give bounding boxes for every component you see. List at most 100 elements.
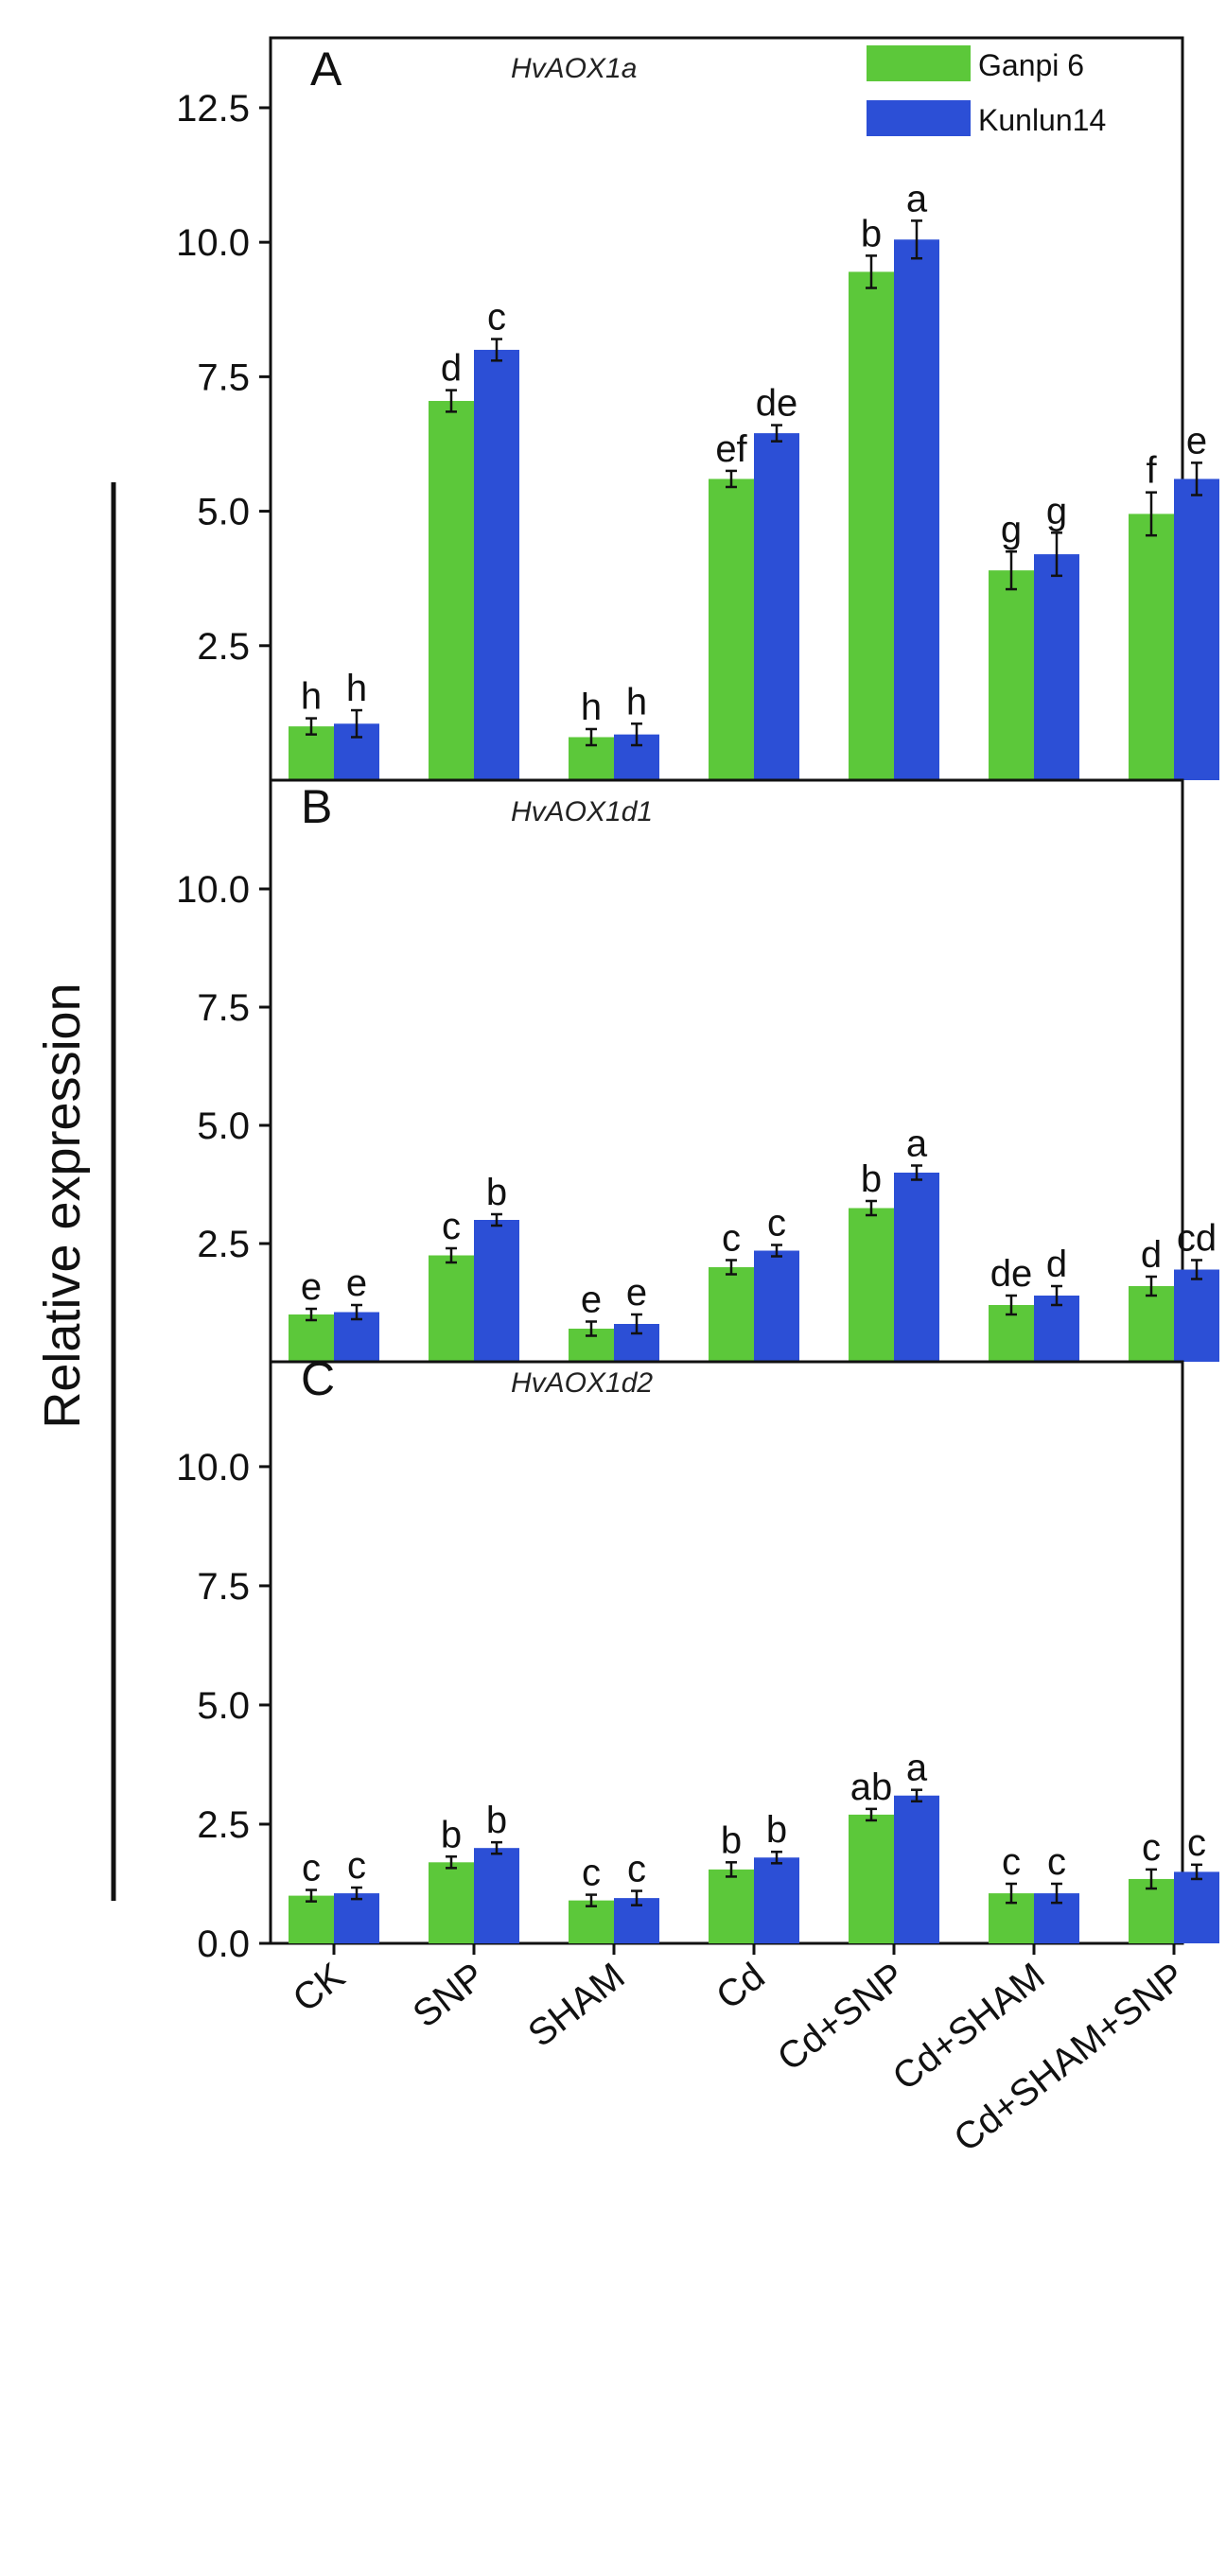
significance-letter: c [442,1206,461,1247]
significance-letter: b [721,1819,742,1861]
legend-label-ganpi: Ganpi 6 [978,48,1084,82]
significance-letter: c [347,1845,366,1887]
x-axis-category-labels: CK SNP SHAM Cd Cd+SNP Cd+SHAM Cd+SHAM+SN… [286,1955,1193,2160]
significance-letter: b [766,1809,787,1851]
significance-letter: c [1142,1827,1161,1869]
significance-letter: g [1046,490,1067,531]
significance-letter: f [1146,450,1157,492]
legend-label-kunlun: Kunlun14 [978,103,1106,137]
legend-swatch-kunlun [867,100,971,136]
significance-letter: cd [1177,1218,1217,1260]
significance-letter: a [906,1123,928,1165]
bar [1034,1296,1079,1362]
significance-letter: g [1001,509,1022,550]
bar [1174,1871,1219,1943]
gene-title: HvAOX1d1 [511,796,653,827]
y-tick-label: 5.0 [197,1685,250,1727]
panel-a: A HvAOX1a 2.5 5.0 7.5 10.0 12.5 h d h ef b g f h c h de a g… [176,36,1219,782]
significance-letter: e [1186,420,1207,461]
bar [474,349,519,780]
category-label: Cd+SHAM+SNP [946,1955,1192,2160]
bar [849,1208,894,1362]
bar [1174,1269,1219,1362]
bar [989,570,1034,780]
panel-letter: C [301,1352,335,1405]
category-label: SNP [406,1955,493,2035]
bar [709,1267,754,1362]
bar [474,1220,519,1362]
bar [754,433,799,780]
significance-letter: de [756,383,798,425]
significance-letter: h [581,687,602,728]
significance-letter: h [346,668,367,709]
significance-letter: ef [715,428,747,470]
legend: Ganpi 6 Kunlun14 [867,45,1106,137]
significance-letter: c [767,1203,786,1244]
significance-letter: c [1047,1841,1066,1883]
significance-letter: b [441,1814,462,1855]
y-axis-title: Relative expression [34,983,91,1428]
bar [289,1314,334,1362]
significance-letter: e [301,1266,322,1308]
bar [429,400,474,780]
bar [1129,513,1174,780]
bar [709,1869,754,1943]
y-tick-label: 2.5 [197,626,250,668]
significance-letter: b [861,213,882,254]
y-tick-label: 10.0 [176,222,250,264]
gene-title: HvAOX1a [511,53,637,84]
significance-letter: c [722,1218,741,1260]
bar [894,239,939,781]
bar [849,271,894,780]
significance-letter: e [626,1272,647,1314]
bar [709,479,754,780]
significance-letter: b [486,1800,507,1841]
significance-letter: de [990,1253,1033,1295]
y-tick-label: 12.5 [176,88,250,130]
bar [849,1814,894,1943]
y-tick-label: 2.5 [197,1224,250,1265]
bar [754,1250,799,1362]
y-tick-label: 5.0 [197,1105,250,1147]
legend-swatch-ganpi [867,45,971,81]
y-tick-label: 7.5 [197,357,250,398]
y-tick-label: 10.0 [176,1447,250,1488]
y-tick-label: 2.5 [197,1804,250,1846]
bar [754,1857,799,1943]
panel-letter: A [310,43,342,96]
significance-letter: d [1141,1234,1162,1276]
category-label: SHAM [520,1955,632,2055]
significance-letter: d [441,348,462,390]
significance-letter: a [906,1748,928,1789]
bar [429,1862,474,1943]
significance-letter: e [346,1262,367,1304]
bar [1034,554,1079,780]
significance-letter: c [1002,1841,1021,1883]
bar [1129,1878,1174,1943]
significance-letter: a [906,178,928,219]
significance-letter: h [626,681,647,722]
bar [569,1900,614,1943]
y-tick-label: 7.5 [197,1566,250,1608]
significance-letter: c [627,1849,646,1890]
significance-letter: ab [850,1767,893,1808]
significance-letter: c [302,1848,321,1889]
significance-letter: e [581,1279,602,1321]
y-tick-label: 10.0 [176,869,250,911]
y-tick-label: 7.5 [197,987,250,1029]
gene-title: HvAOX1d2 [511,1367,653,1399]
bar [334,1893,379,1943]
significance-letter: h [301,676,322,718]
significance-letter: c [487,297,506,339]
bar [474,1848,519,1943]
bar [894,1173,939,1362]
significance-letter: b [486,1172,507,1213]
panel-letter: B [301,780,332,833]
bar [894,1795,939,1943]
significance-letter: d [1046,1244,1067,1285]
bar [1129,1286,1174,1362]
category-label: CK [286,1955,353,2020]
